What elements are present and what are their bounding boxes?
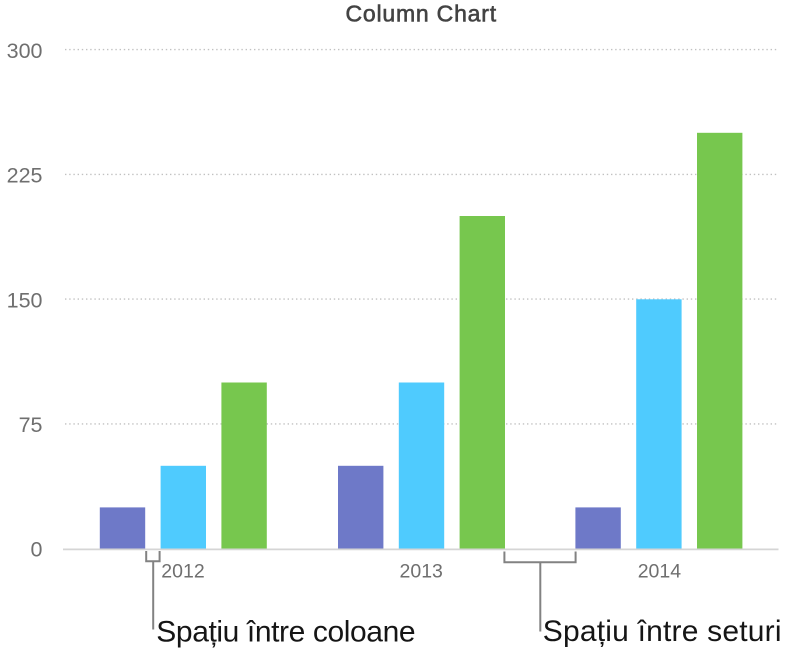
svg-text:150: 150 <box>7 288 43 312</box>
svg-text:2012: 2012 <box>161 560 204 582</box>
svg-text:Spațiu între coloane: Spațiu între coloane <box>156 616 415 649</box>
svg-text:2013: 2013 <box>400 560 443 582</box>
svg-text:225: 225 <box>7 164 43 188</box>
svg-text:300: 300 <box>7 39 43 63</box>
svg-text:2014: 2014 <box>638 560 682 582</box>
svg-text:0: 0 <box>31 538 43 562</box>
svg-text:Column Chart: Column Chart <box>345 1 497 27</box>
svg-text:Spațiu între seturi: Spațiu între seturi <box>543 615 782 648</box>
svg-text:75: 75 <box>19 413 43 437</box>
